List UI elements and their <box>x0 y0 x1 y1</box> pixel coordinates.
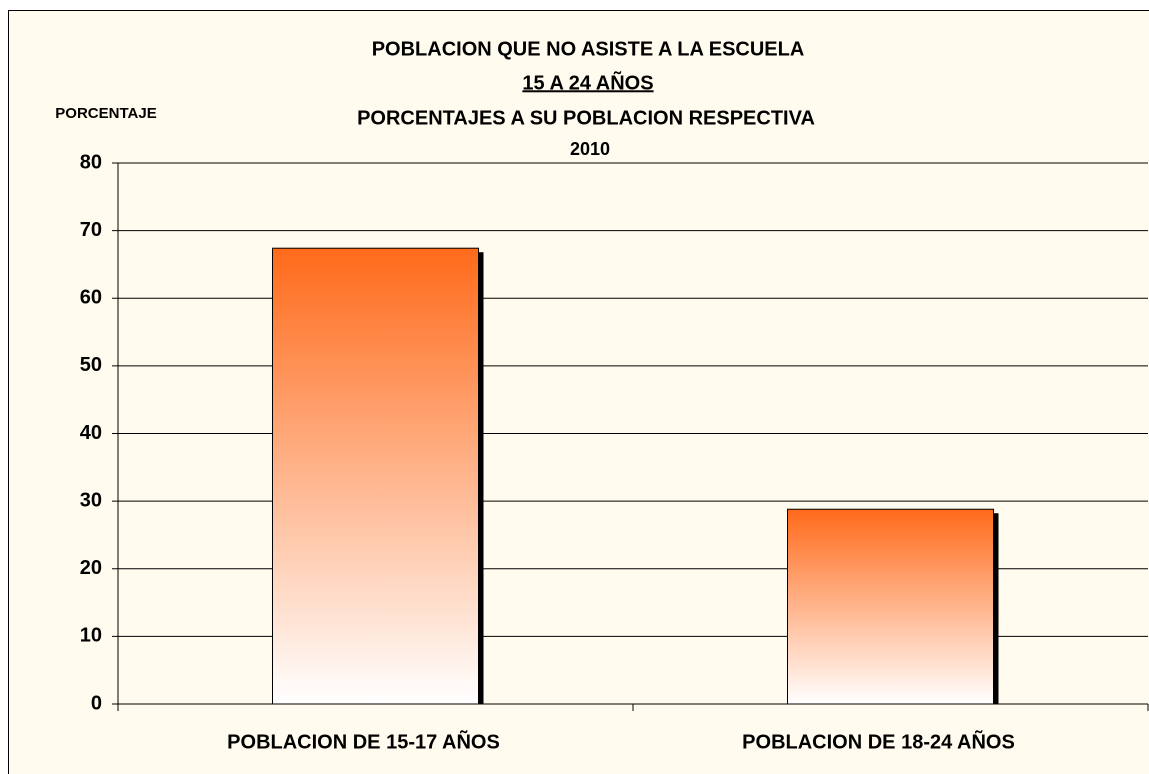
y-axis-label: PORCENTAJE <box>55 105 156 122</box>
chart-subtitle: PORCENTAJES A SU POBLACION RESPECTIVA <box>357 107 815 129</box>
y-tick-label: 20 <box>80 557 102 579</box>
bar <box>272 247 479 705</box>
x-tick-label: POBLACION DE 18-24 AÑOS <box>742 730 1015 753</box>
y-tick-label: 10 <box>80 625 102 647</box>
x-tick-label: POBLACION DE 15-17 AÑOS <box>227 730 500 753</box>
y-tick-label: 30 <box>80 489 102 511</box>
y-tick-label: 50 <box>80 354 102 376</box>
bar <box>787 508 994 705</box>
y-tick-label: 0 <box>91 692 102 714</box>
y-tick-label: 40 <box>80 422 102 444</box>
y-tick-label: 60 <box>80 287 102 309</box>
chart-subtitle: 2010 <box>570 139 610 159</box>
y-tick-label: 70 <box>80 219 102 241</box>
chart-subtitle: 15 A 24 AÑOS <box>522 71 653 94</box>
chart-title: POBLACION QUE NO ASISTE A LA ESCUELA <box>372 38 805 60</box>
y-tick-label: 80 <box>80 151 102 173</box>
